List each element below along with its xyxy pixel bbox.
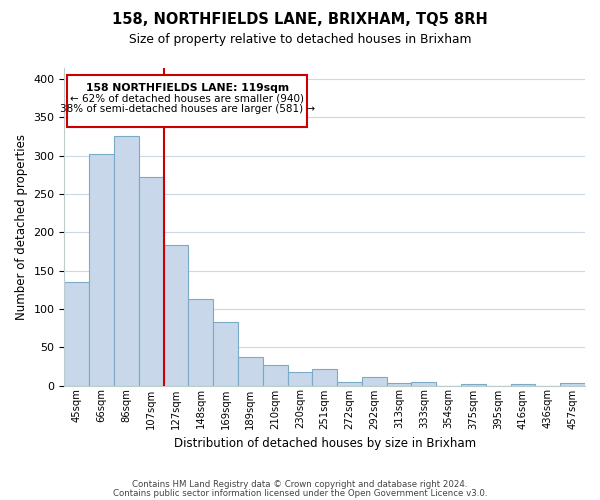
- Bar: [64, 282, 89, 386]
- Y-axis label: Number of detached properties: Number of detached properties: [15, 134, 28, 320]
- Bar: [164, 246, 188, 386]
- Bar: [213, 322, 238, 386]
- X-axis label: Distribution of detached houses by size in Brixham: Distribution of detached houses by size …: [173, 437, 476, 450]
- Bar: [412, 382, 436, 386]
- Text: 158, NORTHFIELDS LANE, BRIXHAM, TQ5 8RH: 158, NORTHFIELDS LANE, BRIXHAM, TQ5 8RH: [112, 12, 488, 28]
- FancyBboxPatch shape: [67, 75, 307, 126]
- Text: 38% of semi-detached houses are larger (581) →: 38% of semi-detached houses are larger (…: [59, 104, 314, 115]
- Text: Contains public sector information licensed under the Open Government Licence v3: Contains public sector information licen…: [113, 488, 487, 498]
- Bar: [337, 382, 362, 386]
- Bar: [114, 136, 139, 386]
- Text: ← 62% of detached houses are smaller (940): ← 62% of detached houses are smaller (94…: [70, 94, 304, 104]
- Bar: [362, 377, 386, 386]
- Bar: [560, 383, 585, 386]
- Bar: [139, 177, 164, 386]
- Text: Contains HM Land Registry data © Crown copyright and database right 2024.: Contains HM Land Registry data © Crown c…: [132, 480, 468, 489]
- Bar: [188, 299, 213, 386]
- Bar: [386, 383, 412, 386]
- Bar: [287, 372, 313, 386]
- Text: Size of property relative to detached houses in Brixham: Size of property relative to detached ho…: [129, 32, 471, 46]
- Bar: [313, 368, 337, 386]
- Bar: [263, 365, 287, 386]
- Bar: [461, 384, 486, 386]
- Bar: [511, 384, 535, 386]
- Bar: [238, 357, 263, 386]
- Bar: [89, 154, 114, 386]
- Text: 158 NORTHFIELDS LANE: 119sqm: 158 NORTHFIELDS LANE: 119sqm: [86, 83, 289, 93]
